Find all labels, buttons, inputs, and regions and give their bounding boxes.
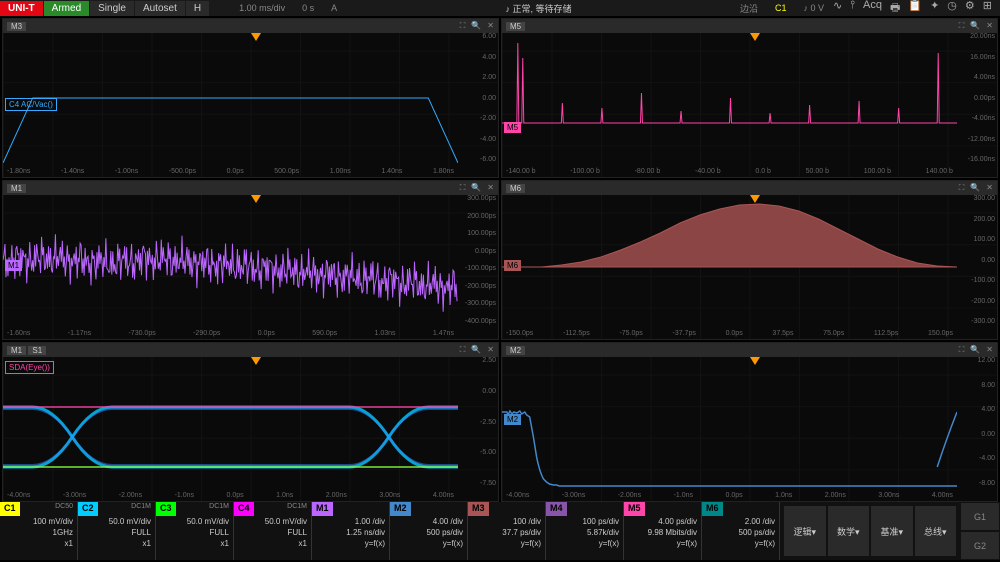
trigger-marker[interactable] xyxy=(750,195,760,203)
channel-block-m2[interactable]: M2 4.00 /div 500 ps/div y=f(x) xyxy=(390,502,468,560)
panel-sda-eye[interactable]: M1 S1⛶🔍✕ SDA(Eye()) 2.500.00-2.50-5.00-7… xyxy=(2,342,499,502)
channel-label: M5 xyxy=(504,122,521,133)
wave-icon[interactable]: ∿ xyxy=(833,0,842,18)
channel-block-m5[interactable]: M5 4.00 ps/div 9.98 Mbits/div y=f(x) xyxy=(624,502,702,560)
trigger-marker[interactable] xyxy=(750,33,760,41)
close-icon[interactable]: ✕ xyxy=(986,21,993,31)
h-button[interactable]: H xyxy=(186,1,209,16)
channel-bar: C1DC50 100 mV/div 1GHz x1C2DC1M 50.0 mV/… xyxy=(0,502,1000,560)
y-axis: 12.008.004.000.00-4.00-8.00 xyxy=(955,357,995,487)
x-axis: -140.00 b-100.00 b-80.00 b-40.00 b0.0 b5… xyxy=(506,168,953,175)
search-icon[interactable]: 🔍 xyxy=(970,183,980,193)
close-icon[interactable]: ✕ xyxy=(986,345,993,355)
trigger-marker[interactable] xyxy=(251,357,261,365)
y-axis: 300.00ps200.00ps100.00ps0.00ps-100.00ps-… xyxy=(456,195,496,325)
waveform-grid: M3⛶🔍✕ C4 AC/Vac() 6.004.002.000.00-2.00-… xyxy=(0,16,1000,502)
logic-button[interactable]: 逻辑▾ xyxy=(784,506,826,556)
star-icon[interactable]: ✦ xyxy=(930,0,939,18)
a-label[interactable]: A xyxy=(323,3,345,13)
clipboard-icon[interactable]: 📋 xyxy=(908,0,922,18)
x-axis: -4.00ns-3.00ns-2.00ns-1.0ns0.0ps1.0ns2.0… xyxy=(7,492,454,499)
sda-label: SDA(Eye()) xyxy=(5,361,54,374)
panel-m1[interactable]: M1⛶🔍✕ M1 300.00ps200.00ps100.00ps0.00ps-… xyxy=(2,180,499,340)
search-icon[interactable]: 🔍 xyxy=(471,345,481,355)
g2-button[interactable]: G2 xyxy=(960,531,1000,560)
search-icon[interactable]: 🔍 xyxy=(970,345,980,355)
single-button[interactable]: Single xyxy=(90,1,134,16)
close-icon[interactable]: ✕ xyxy=(487,183,494,193)
close-icon[interactable]: ✕ xyxy=(487,21,494,31)
close-icon[interactable]: ✕ xyxy=(487,345,494,355)
acq-icon[interactable]: Acq xyxy=(863,0,882,18)
autoset-button[interactable]: Autoset xyxy=(135,1,185,16)
x-axis: -1.80ns-1.40ns-1.00ns-500.0ps0.0ps500.0p… xyxy=(7,168,454,175)
logo: UNI-T xyxy=(0,1,43,16)
ref-button[interactable]: 基准▾ xyxy=(871,506,913,556)
channel-block-m6[interactable]: M6 2.00 /div 500 ps/div y=f(x) xyxy=(702,502,780,560)
armed-button[interactable]: Armed xyxy=(44,1,89,16)
trigger-level[interactable]: ♪ 0 V xyxy=(795,3,832,13)
x-axis: -4.00ns-3.00ns-2.00ns-1.0ns0.0ps1.0ns2.0… xyxy=(506,492,953,499)
trigger-marker[interactable] xyxy=(251,195,261,203)
bus-button[interactable]: 总线▾ xyxy=(915,506,957,556)
math-button[interactable]: 数学▾ xyxy=(828,506,870,556)
search-icon[interactable]: 🔍 xyxy=(471,183,481,193)
print-icon[interactable]: 🖶 xyxy=(890,0,900,18)
y-axis: 6.004.002.000.00-2.00-4.00-6.00 xyxy=(456,33,496,163)
x-axis: -1.60ns-1.17ns-730.0ps-290.0ps0.0ps590.0… xyxy=(7,330,454,337)
top-toolbar: UNI-T Armed Single Autoset H 1.00 ms/div… xyxy=(0,0,1000,16)
channel-block-c2[interactable]: C2DC1M 50.0 mV/div FULL x1 xyxy=(78,502,156,560)
grid-icon[interactable]: ⊞ xyxy=(983,0,992,18)
channel-label: C4 AC/Vac() xyxy=(5,98,57,111)
g1-button[interactable]: G1 xyxy=(960,502,1000,531)
gear-icon[interactable]: ⚙ xyxy=(965,0,975,18)
expand-icon[interactable]: ⛶ xyxy=(959,345,965,355)
close-icon[interactable]: ✕ xyxy=(986,183,993,193)
expand-icon[interactable]: ⛶ xyxy=(959,21,965,31)
timebase-label[interactable]: 1.00 ms/div xyxy=(231,3,293,13)
y-axis: 2.500.00-2.50-5.00-7.50 xyxy=(456,357,496,487)
delay-label[interactable]: 0 s xyxy=(294,3,322,13)
panel-m3[interactable]: M3⛶🔍✕ C4 AC/Vac() 6.004.002.000.00-2.00-… xyxy=(2,18,499,178)
search-icon[interactable]: 🔍 xyxy=(970,21,980,31)
x-axis: -150.0ps-112.5ps-75.0ps-37.7ps0.0ps37.5p… xyxy=(506,330,953,337)
trigger-coupling[interactable]: 边沿 xyxy=(732,2,766,15)
panel-m6[interactable]: M6⛶🔍✕ M6 300.00200.00100.000.00-100.00-2… xyxy=(501,180,998,340)
status-text: ♪ 正常, 等待存储 xyxy=(346,2,731,15)
expand-icon[interactable]: ⛶ xyxy=(460,21,466,31)
search-icon[interactable]: 🔍 xyxy=(471,21,481,31)
channel-block-m4[interactable]: M4 100 ps/div 5.87k/div y=f(x) xyxy=(546,502,624,560)
expand-icon[interactable]: ⛶ xyxy=(460,345,466,355)
y-axis: 300.00200.00100.000.00-100.00-200.00-300… xyxy=(955,195,995,325)
clock-icon[interactable]: ◷ xyxy=(947,0,957,18)
channel-label: M1 xyxy=(5,260,22,271)
channel-block-m3[interactable]: M3 100 /div 37.7 ps/div y=f(x) xyxy=(468,502,546,560)
toolbar-icons: ∿ ⫯ Acq 🖶 📋 ✦ ◷ ⚙ ⊞ xyxy=(833,0,1000,18)
y-axis: 20.00ns16.00ns4.00ns0.00ps-4.00ns-12.00n… xyxy=(955,33,995,163)
panel-m5[interactable]: M5⛶🔍✕ M5 20.00ns16.00ns4.00ns0.00ps-4.00… xyxy=(501,18,998,178)
channel-block-c1[interactable]: C1DC50 100 mV/div 1GHz x1 xyxy=(0,502,78,560)
trigger-source[interactable]: C1 xyxy=(767,3,795,13)
channel-block-c4[interactable]: C4DC1M 50.0 mV/div FULL x1 xyxy=(234,502,312,560)
channel-label: M6 xyxy=(504,260,521,271)
trigger-marker[interactable] xyxy=(750,357,760,365)
g-selector: G1 G2 xyxy=(960,502,1000,560)
channel-block-m1[interactable]: M1 1.00 /div 1.25 ns/div y=f(x) xyxy=(312,502,390,560)
channel-block-c3[interactable]: C3DC1M 50.0 mV/div FULL x1 xyxy=(156,502,234,560)
panel-m2[interactable]: M2⛶🔍✕ M2 12.008.004.000.00-4.00-8.00 -4.… xyxy=(501,342,998,502)
adjust-icon[interactable]: ⫯ xyxy=(850,0,855,18)
trigger-marker[interactable] xyxy=(251,33,261,41)
expand-icon[interactable]: ⛶ xyxy=(460,183,466,193)
bottom-controls: 逻辑▾ 数学▾ 基准▾ 总线▾ xyxy=(780,502,960,560)
channel-label: M2 xyxy=(504,414,521,425)
expand-icon[interactable]: ⛶ xyxy=(959,183,965,193)
